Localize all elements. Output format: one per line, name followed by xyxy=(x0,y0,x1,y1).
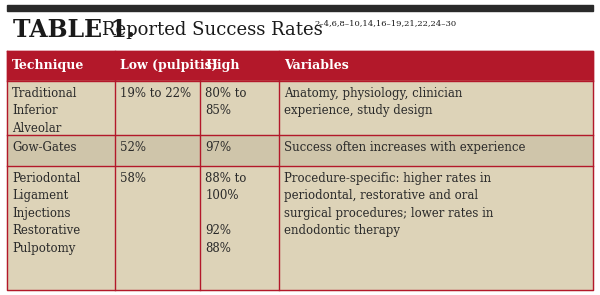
Bar xyxy=(7,5,593,11)
Bar xyxy=(7,51,593,81)
Text: Traditional
Inferior
Alveolar: Traditional Inferior Alveolar xyxy=(12,87,77,135)
Text: Periodontal
Ligament
Injections
Restorative
Pulpotomy: Periodontal Ligament Injections Restorat… xyxy=(12,172,80,255)
Bar xyxy=(7,81,593,135)
Bar xyxy=(7,166,593,290)
Text: 52%: 52% xyxy=(121,141,146,154)
Text: 58%: 58% xyxy=(121,172,146,185)
Text: Low (pulpitis): Low (pulpitis) xyxy=(121,59,218,73)
Text: Success often increases with experience: Success often increases with experience xyxy=(284,141,526,154)
Text: 80% to
85%: 80% to 85% xyxy=(205,87,247,117)
Text: Variables: Variables xyxy=(284,59,349,73)
Text: Technique: Technique xyxy=(12,59,85,73)
Text: 88% to
100%

92%
88%: 88% to 100% 92% 88% xyxy=(205,172,247,255)
Text: 2–4,6,8–10,14,16–19,21,22,24–30: 2–4,6,8–10,14,16–19,21,22,24–30 xyxy=(314,19,456,27)
Bar xyxy=(7,135,593,166)
Text: TABLE 1.: TABLE 1. xyxy=(13,18,135,42)
Text: Procedure-specific: higher rates in
periodontal, restorative and oral
surgical p: Procedure-specific: higher rates in peri… xyxy=(284,172,494,237)
Text: High: High xyxy=(205,59,240,73)
Text: 97%: 97% xyxy=(205,141,232,154)
Text: 19% to 22%: 19% to 22% xyxy=(121,87,191,100)
Text: Anatomy, physiology, clinician
experience, study design: Anatomy, physiology, clinician experienc… xyxy=(284,87,463,117)
Text: Reported Success Rates: Reported Success Rates xyxy=(102,21,323,39)
Text: Gow-Gates: Gow-Gates xyxy=(12,141,77,154)
